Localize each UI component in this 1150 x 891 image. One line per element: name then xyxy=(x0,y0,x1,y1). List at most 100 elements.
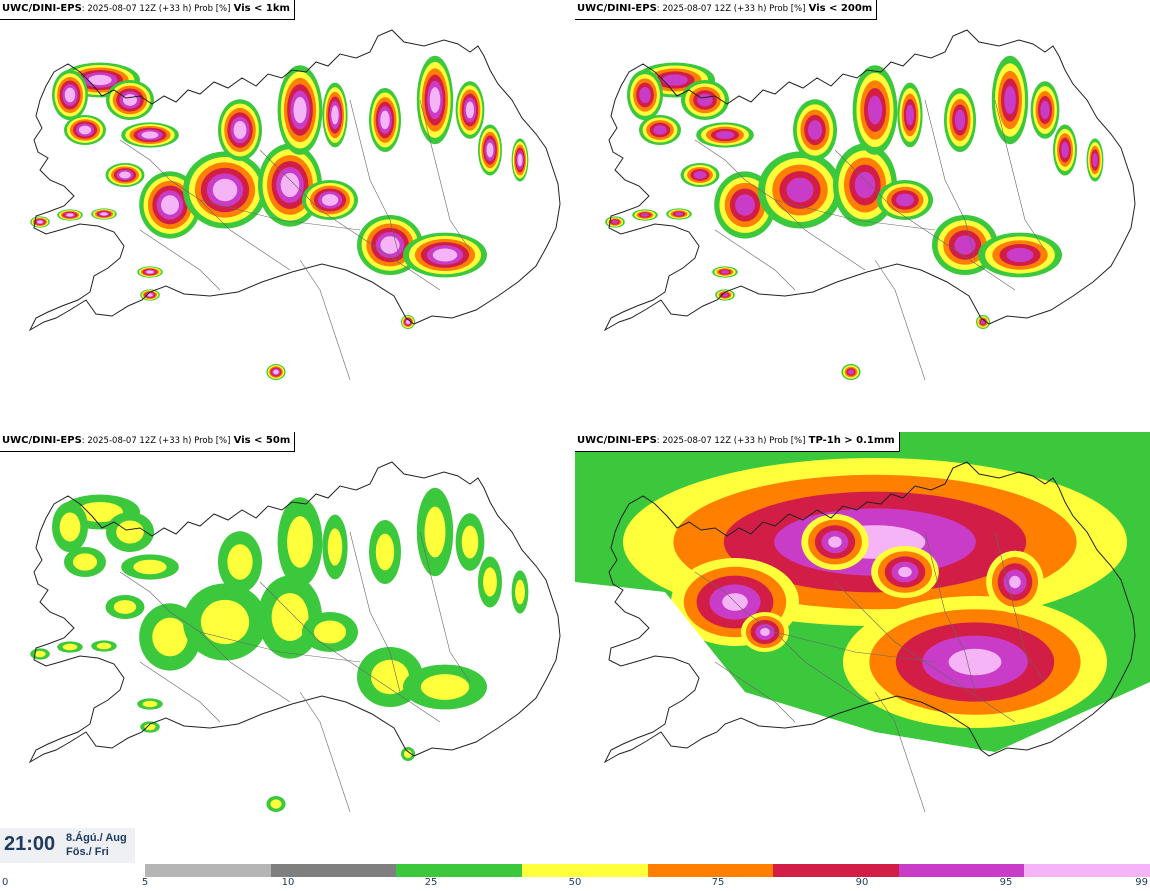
probability-blob xyxy=(287,516,313,568)
probability-blob xyxy=(327,528,343,566)
region-boundary xyxy=(259,581,441,723)
probability-blob xyxy=(375,533,395,571)
colorbar-tick-label: 95 xyxy=(999,877,1013,888)
colorbar-tick-label: 25 xyxy=(424,877,438,888)
probability-blob xyxy=(270,799,282,809)
region-boundary xyxy=(349,531,401,693)
region-boundary xyxy=(994,531,1046,683)
region-boundary xyxy=(199,199,361,231)
probability-blob xyxy=(37,220,43,224)
model-name: UWC/DINI-EPS xyxy=(2,435,82,446)
region-boundary xyxy=(834,581,1016,723)
region-boundary xyxy=(299,259,351,381)
probability-blob xyxy=(380,110,390,130)
iceland-map xyxy=(28,461,561,813)
valid-weekday-line: Fös./ Fri xyxy=(66,846,109,858)
probability-blob xyxy=(123,94,137,106)
probability-blob xyxy=(212,178,238,202)
probability-blob xyxy=(515,579,525,605)
panel-title: UWC/DINI-EPS: 2025-08-07 12Z (+33 h) Pro… xyxy=(0,0,295,20)
run-info: : 2025-08-07 12Z (+33 h) Prob [%] xyxy=(656,436,806,446)
valid-time-box: 21:00 8.Ágú./ Aug Fös./ Fri xyxy=(0,828,135,863)
probability-blob xyxy=(715,130,735,140)
region-boundary xyxy=(924,99,976,261)
probability-blob xyxy=(517,153,523,167)
probability-blob xyxy=(77,501,123,523)
region-boundary xyxy=(714,661,796,723)
probability-blob xyxy=(96,642,112,650)
probability-blob xyxy=(321,194,339,206)
probability-blob xyxy=(1006,247,1034,263)
model-name: UWC/DINI-EPS xyxy=(2,3,82,14)
colorbar-segment xyxy=(647,864,774,877)
probability-blob xyxy=(405,319,411,325)
colorbar-segment xyxy=(1024,864,1150,877)
iceland-map xyxy=(603,29,1136,381)
probability-blob xyxy=(146,270,154,274)
probability-blob xyxy=(653,125,667,135)
probability-blob xyxy=(465,101,475,119)
region-boundary xyxy=(874,259,926,381)
probability-blob xyxy=(720,270,730,274)
probability-blob xyxy=(483,567,497,597)
probability-blob xyxy=(59,512,81,542)
probability-blob xyxy=(273,369,279,375)
probability-blob xyxy=(662,74,688,86)
coastline xyxy=(28,29,561,332)
coastline xyxy=(603,29,1136,332)
probability-blob xyxy=(1040,100,1050,120)
dry-area xyxy=(575,582,1150,862)
colorbar-segment xyxy=(898,864,1025,877)
region-boundary xyxy=(834,149,1016,291)
probability-blob xyxy=(854,171,876,199)
iceland-map xyxy=(575,432,1150,862)
probability-blob xyxy=(64,87,76,103)
valid-date: 8.Ágú./ Aug Fös./ Fri xyxy=(66,831,127,859)
region-boundary xyxy=(259,149,441,291)
probability-blob xyxy=(119,171,131,179)
valid-time-clock: 21:00 xyxy=(4,833,56,855)
colorbar-tick-label: 75 xyxy=(711,877,725,888)
probability-blob xyxy=(611,220,619,224)
probability-blob xyxy=(1004,85,1016,115)
region-boundary xyxy=(349,99,401,261)
probability-blob xyxy=(403,749,413,759)
region-boundary xyxy=(139,661,221,723)
probability-blob xyxy=(331,105,339,125)
probability-blob xyxy=(141,131,159,139)
probability-blob xyxy=(1061,141,1069,159)
probability-blob xyxy=(905,104,915,126)
probability-colorbar xyxy=(145,864,1150,877)
probability-blob xyxy=(867,95,883,125)
colorbar-segment xyxy=(773,864,899,877)
probability-blob xyxy=(161,195,179,215)
probability-blob xyxy=(420,674,470,700)
colorbar-tick-label: 50 xyxy=(568,877,582,888)
probability-blob xyxy=(66,213,74,217)
region-boundary xyxy=(419,531,471,683)
colorbar-segment xyxy=(270,864,397,877)
probability-blob xyxy=(697,93,713,107)
map-panel-precip: UWC/DINI-EPS: 2025-08-07 12Z (+33 h) Pro… xyxy=(575,432,1150,862)
colorbar-ticks: 0 5 10 25 50 75 90 95 99 xyxy=(0,877,1150,891)
probability-blob xyxy=(100,212,108,216)
variable-label: Vis < 50m xyxy=(233,435,291,446)
precip-probability-blob xyxy=(948,648,1002,676)
region-boundary xyxy=(924,531,976,693)
colorbar-segment xyxy=(145,864,271,877)
region-boundary xyxy=(714,229,796,291)
coastline xyxy=(28,461,561,764)
probability-blob xyxy=(432,248,458,262)
precip-probability-blob xyxy=(1009,575,1021,589)
probability-blob xyxy=(674,212,684,216)
probability-blob xyxy=(62,643,78,651)
probability-blob xyxy=(271,593,309,641)
probability-blob xyxy=(640,213,650,217)
colorbar-tick-label: 99 xyxy=(1135,877,1148,888)
probability-blob xyxy=(133,559,167,575)
probability-blob xyxy=(152,617,188,657)
probability-blob xyxy=(486,142,494,158)
colorbar-tick-label: 90 xyxy=(855,877,869,888)
probability-blob xyxy=(116,520,144,544)
map-panel-vis-200m: UWC/DINI-EPS: 2025-08-07 12Z (+33 h) Pro… xyxy=(575,0,1150,430)
